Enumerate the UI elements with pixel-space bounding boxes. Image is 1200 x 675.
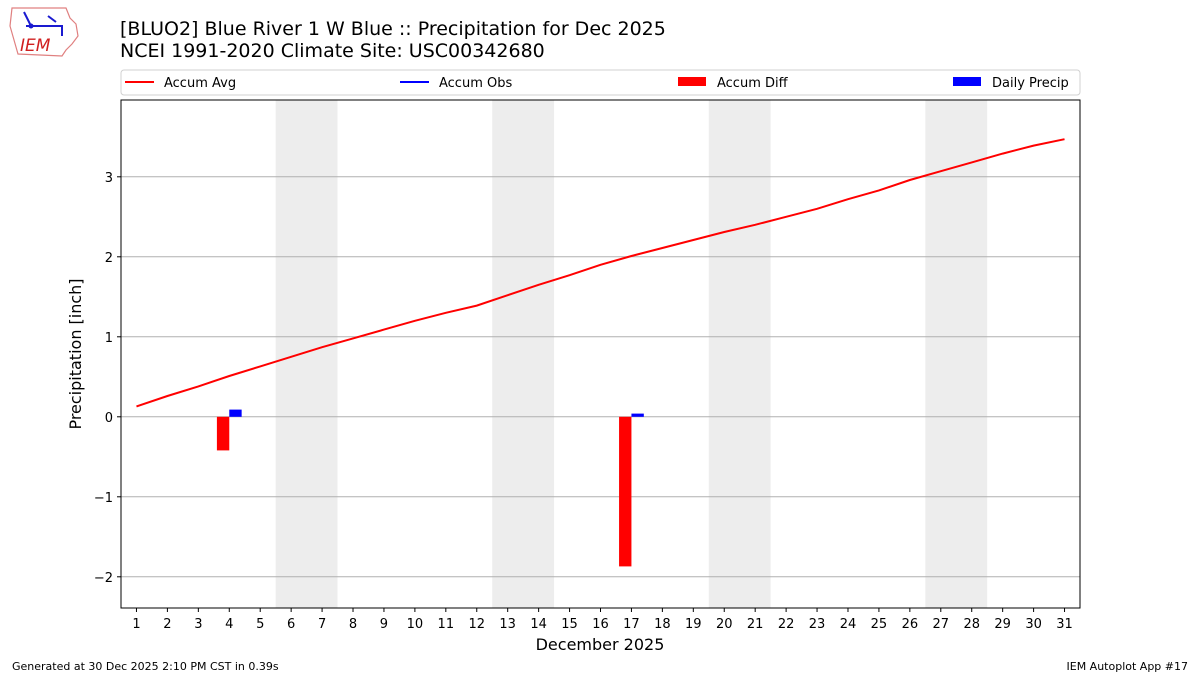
daily-precip-bar [631,413,644,417]
weekend-shading [708,100,771,608]
x-tick-label: 3 [194,617,202,632]
x-tick-label: 2 [163,617,171,632]
y-tick-label: 1 [105,331,113,346]
y-tick-label: 0 [105,411,113,426]
x-tick-label: 13 [499,617,516,632]
y-tick-label: −2 [94,571,113,586]
x-tick-label: 29 [994,617,1011,632]
x-tick-label: 21 [747,617,764,632]
legend-label: Daily Precip [992,76,1069,91]
x-tick-label: 6 [287,617,295,632]
x-tick-label: 7 [318,617,326,632]
legend-swatch-bar [678,77,706,86]
y-tick-label: −1 [94,491,113,506]
x-tick-label: 10 [407,617,424,632]
y-axis-label: Precipitation [inch] [66,278,85,429]
legend-label: Accum Avg [164,76,236,91]
x-tick-label: 28 [963,617,980,632]
x-tick-label: 31 [1056,617,1073,632]
x-tick-label: 16 [592,617,609,632]
daily-precip-bar [229,409,242,417]
x-tick-label: 27 [933,617,950,632]
x-tick-label: 5 [256,617,264,632]
x-tick-label: 25 [871,617,888,632]
legend-swatch-bar [953,77,981,86]
x-tick-label: 12 [468,617,485,632]
x-tick-label: 9 [380,617,388,632]
x-tick-label: 14 [530,617,547,632]
x-tick-label: 17 [623,617,640,632]
x-tick-label: 19 [685,617,702,632]
chart-subtitle: NCEI 1991-2020 Climate Site: USC00342680 [120,40,545,62]
legend: Accum Avg Accum Obs Accum Diff Daily Precip [120,69,1081,96]
x-tick-label: 4 [225,617,233,632]
x-tick-label: 1 [132,617,140,632]
accum-diff-bar [619,416,632,567]
plot-frame [120,99,1081,609]
x-tick-label: 22 [778,617,795,632]
x-tick-label: 30 [1025,617,1042,632]
footer-generated: Generated at 30 Dec 2025 2:10 PM CST in … [12,660,279,673]
legend-label: Accum Obs [439,76,512,91]
x-tick-label: 24 [840,617,857,632]
accum-avg-line [136,138,1065,408]
x-tick-label: 20 [716,617,733,632]
logo-text: IEM [20,36,51,56]
chart-title: [BLUO2] Blue River 1 W Blue :: Precipita… [120,18,666,40]
x-tick-label: 18 [654,617,671,632]
accum-diff-bar [216,416,230,451]
x-tick-label: 15 [561,617,578,632]
footer-app: IEM Autoplot App #17 [1067,660,1189,673]
weekend-shading [275,100,338,608]
x-tick-label: 26 [902,617,919,632]
y-tick-label: 2 [105,251,113,266]
legend-label: Accum Diff [717,76,789,91]
y-tick-label: 3 [105,171,113,186]
x-tick-label: 23 [809,617,826,632]
x-tick-label: 11 [438,617,455,632]
iem-logo: IEM [9,7,79,57]
weekend-shading [925,100,988,608]
weekend-shading [492,100,555,608]
x-axis-label: December 2025 [536,635,665,654]
x-tick-label: 8 [349,617,357,632]
